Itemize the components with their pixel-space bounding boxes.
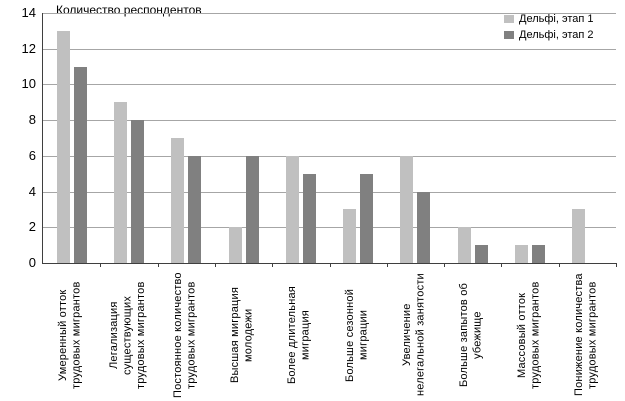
bar-group <box>387 13 444 263</box>
gridline <box>43 84 616 86</box>
gridline <box>43 191 616 193</box>
x-tick <box>100 263 101 267</box>
x-tick <box>215 263 216 267</box>
bar <box>285 155 299 263</box>
gridline <box>43 13 616 14</box>
bar <box>73 66 87 263</box>
bar <box>228 227 242 263</box>
bar <box>457 227 471 263</box>
bar <box>572 209 586 263</box>
x-tick <box>158 263 159 267</box>
bar <box>515 245 529 263</box>
gridline <box>43 227 616 229</box>
bar <box>188 155 202 263</box>
category-label: Массовый отток трудовых мигрантов <box>515 281 542 389</box>
bar <box>474 245 488 263</box>
y-tick-label: 10 <box>21 76 36 92</box>
x-axis-labels: Умеренный отток трудовых мигрантов Легали… <box>42 271 615 399</box>
y-tick-label: 14 <box>21 5 36 20</box>
x-tick <box>444 263 445 267</box>
bar <box>171 138 185 263</box>
y-tick-label: 2 <box>28 219 36 235</box>
category-label: Постоянное количество трудовых мигрантов <box>171 272 198 398</box>
bar-group <box>272 13 329 263</box>
x-tick <box>272 263 273 267</box>
y-tick-label: 4 <box>28 183 36 199</box>
category-label: Больше сезонной миграции <box>343 288 370 382</box>
x-tick <box>501 263 502 267</box>
x-tick <box>387 263 388 267</box>
bar <box>360 173 374 263</box>
bar <box>56 30 70 263</box>
bar <box>302 173 316 263</box>
x-tick <box>616 263 617 267</box>
legend-label-etap1: Дельфі, этап 1 <box>519 13 594 25</box>
gridline <box>43 120 616 122</box>
x-tick <box>559 263 560 267</box>
category-label: Более длительная миграция <box>286 286 312 384</box>
bar-group <box>43 13 100 263</box>
bar <box>130 120 144 263</box>
plot-area <box>42 13 617 267</box>
category-label: Легализация существующих трудовых мигран… <box>107 281 147 389</box>
bar-group <box>158 13 215 263</box>
bar-group <box>559 13 616 263</box>
bar <box>417 191 431 263</box>
bar <box>532 245 546 263</box>
bar-group <box>215 13 272 263</box>
y-tick-label: 6 <box>28 147 36 163</box>
bar-group <box>501 13 558 263</box>
x-tick <box>330 263 331 267</box>
bar-group <box>444 13 501 263</box>
bar-group <box>100 13 157 263</box>
bar <box>245 155 259 263</box>
category-label: Увеличение нелегальной занятости <box>400 273 427 397</box>
category-label: Понижение количества трудовых мигрантов <box>572 273 599 397</box>
legend-label-etap2: Дельфі, этап 2 <box>519 29 594 41</box>
category-label: Умеренный отток трудовых мигрантов <box>57 281 83 389</box>
bar <box>343 209 357 263</box>
legend-swatch-etap1 <box>504 15 514 23</box>
category-label: Больше запытов об убежище <box>458 282 484 388</box>
legend: Дельфі, этап 1 Дельфі, этап 2 <box>504 11 594 43</box>
bar-group <box>330 13 387 263</box>
gridline <box>43 155 616 157</box>
category-label: Высшая миграция молодежи <box>229 286 255 384</box>
gridline <box>43 48 616 50</box>
y-tick-label: 12 <box>21 40 36 56</box>
y-tick-label: 0 <box>28 255 36 270</box>
y-tick-label: 8 <box>28 112 36 128</box>
legend-swatch-etap2 <box>504 31 514 39</box>
legend-item-etap1: Дельфі, этап 1 <box>504 11 594 27</box>
legend-item-etap2: Дельфі, этап 2 <box>504 27 594 43</box>
bar <box>400 155 414 263</box>
bar <box>113 102 127 263</box>
